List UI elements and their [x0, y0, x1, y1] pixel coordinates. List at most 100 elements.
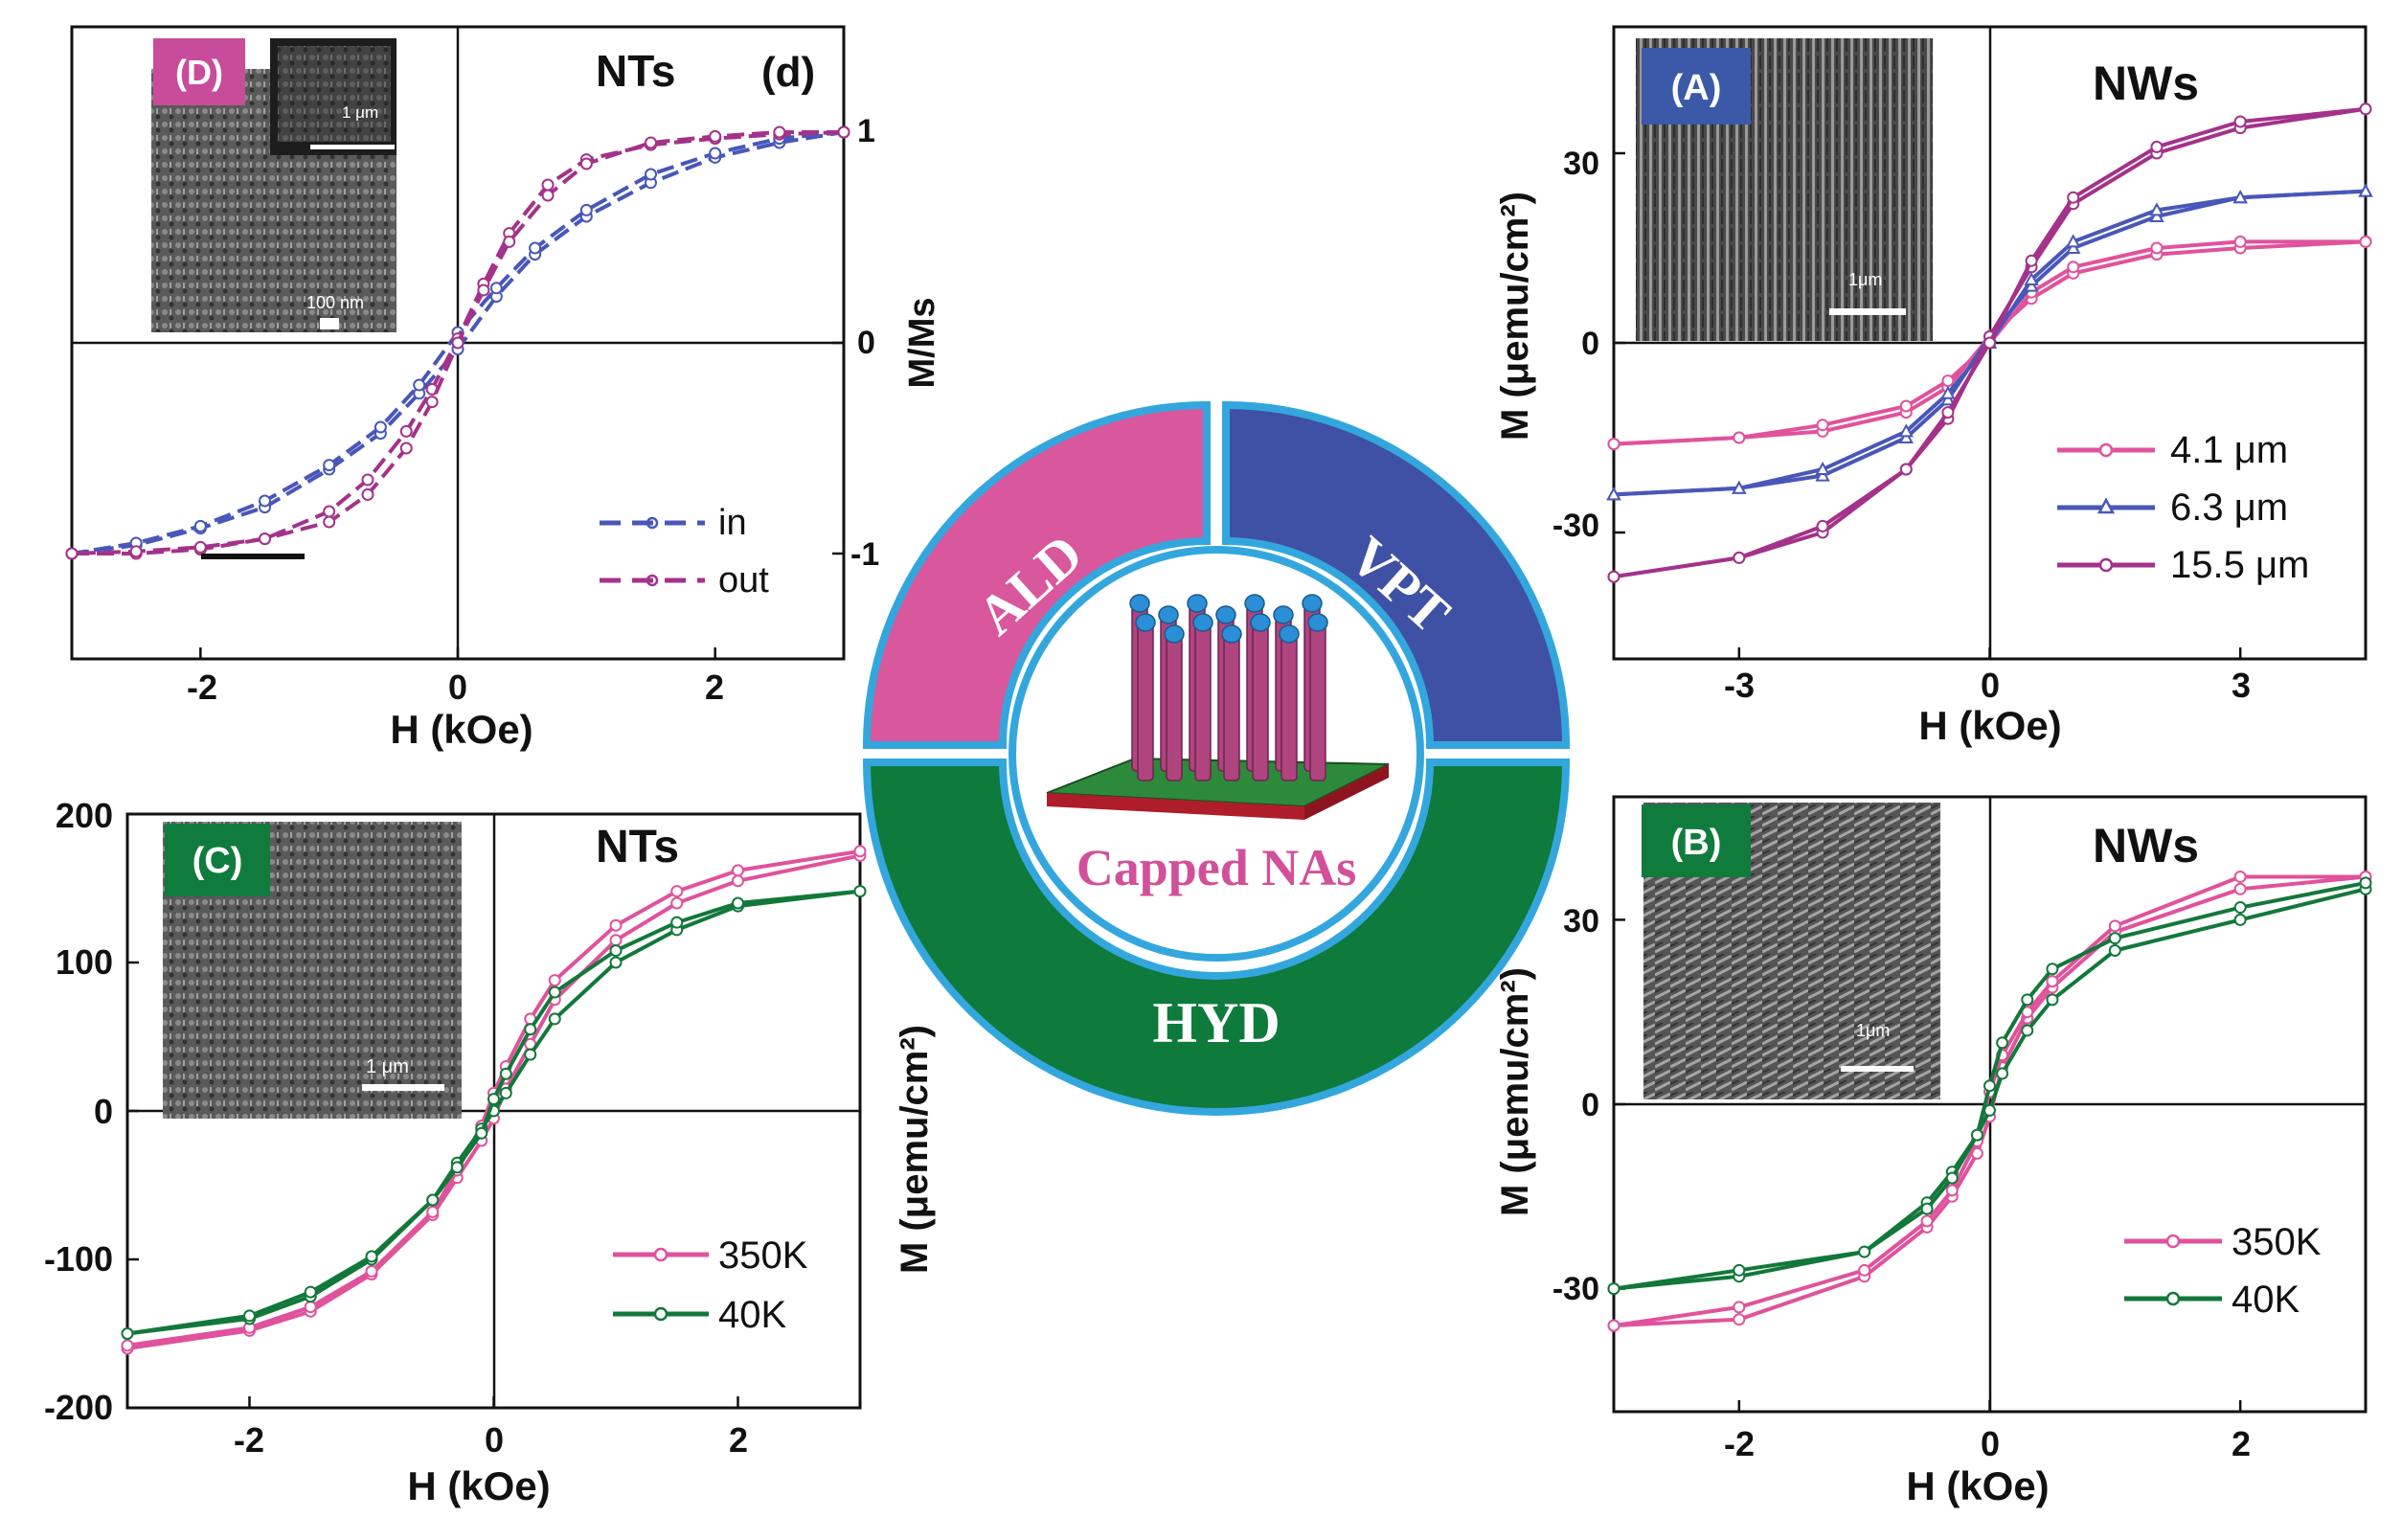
data-point: [121, 1327, 134, 1340]
panel-a-legend-label-155: 15.5 μm: [2170, 544, 2309, 586]
data-point: [1899, 463, 1913, 476]
panel-c-chart: 1 μm (C) NTs 200 100 0 -100 -200 -2 0 2 …: [44, 796, 867, 1508]
data-point: [2066, 239, 2081, 254]
panel-a-legend-marker-63: [2096, 497, 2116, 514]
panel-c-y-axis-label: M (μemu/cm²): [894, 1025, 936, 1274]
panel-b-legend-label-350k: 350K: [2232, 1221, 2322, 1263]
panel-c-tag: (C): [193, 841, 243, 881]
ring-segment-ald: [862, 400, 1211, 749]
panel-a-tag: (A): [1671, 68, 1722, 108]
ring-segment-vpt: [1222, 400, 1571, 749]
panel-a-title: NWs: [2093, 57, 2199, 110]
data-point: [732, 874, 744, 888]
nanorod-cap: [1192, 613, 1213, 632]
data-point: [2067, 260, 2080, 274]
panel-d-y-tick-label-neg1: -1: [850, 536, 879, 573]
nanorod-cap: [1279, 624, 1300, 644]
panel-d-sem-subinset-texture: [278, 46, 391, 142]
data-point: [1733, 1263, 1746, 1277]
nanorod-cap: [1129, 594, 1150, 613]
data-point: [425, 396, 439, 409]
data-point: [129, 545, 143, 558]
data-point: [1858, 1245, 1871, 1258]
panel-b-x-tick-label-0: 0: [1981, 1424, 2000, 1463]
panel-a-x-tick-label-0: 0: [1981, 666, 2000, 705]
data-point: [1607, 1282, 1620, 1296]
panel-b-y-tick-label-0: 0: [1581, 1087, 1599, 1123]
data-point: [2108, 919, 2121, 933]
nanorod-cap: [1302, 594, 1323, 613]
data-point: [1816, 419, 1829, 432]
panel-a-scale-label: 1μm: [1848, 270, 1882, 289]
data-point: [1858, 1263, 1871, 1277]
panel-a-chart: 1μm (A) NWs 30 0 -30 M (μemu/cm²) -3 0 3…: [1494, 25, 2373, 748]
data-point: [2046, 962, 2059, 976]
data-point: [450, 1161, 464, 1174]
data-point: [489, 282, 503, 295]
data-point: [1983, 1079, 1996, 1093]
panel-b-y-axis-label: M (μemu/cm²): [1494, 967, 1536, 1216]
data-point: [2021, 993, 2034, 1007]
data-point: [2025, 254, 2038, 267]
panel-c-ticks: [127, 812, 739, 1410]
nanorod-cap: [1215, 605, 1236, 624]
data-point: [2067, 191, 2080, 204]
panel-b-tag-box: [1642, 804, 1751, 877]
data-point: [1920, 1202, 1934, 1215]
data-point: [399, 424, 413, 438]
data-point: [1733, 1313, 1746, 1326]
nanorod-cap: [1273, 605, 1294, 624]
panel-d-legend-label-out: out: [718, 560, 769, 600]
data-point: [853, 845, 867, 858]
panel-b-x-tick-label-neg2: -2: [1724, 1424, 1755, 1463]
data-point: [503, 235, 516, 248]
panel-d-legend-label-in: in: [718, 503, 747, 543]
panel-b-legend-label-40k: 40K: [2232, 1279, 2300, 1321]
data-point: [645, 136, 657, 149]
panel-b-x-tick-label-2: 2: [2232, 1424, 2251, 1463]
panel-a-scale-bar: [1829, 308, 1906, 315]
data-point: [413, 378, 426, 392]
panel-d-y-axis-label: M/Ms: [902, 298, 942, 389]
data-point: [2359, 876, 2372, 890]
panel-c-title: NTs: [596, 822, 679, 872]
data-point: [609, 944, 623, 958]
synthesis-ring-diagram: ALD VPT HYD Capped NAs: [862, 400, 1571, 1116]
data-point: [499, 1067, 512, 1080]
panel-c-y-tick-label-neg200: -200: [44, 1388, 113, 1427]
data-point: [1733, 431, 1746, 444]
panel-c-scale-label: 1 μm: [366, 1056, 409, 1077]
data-point: [426, 1205, 440, 1218]
panel-d-x-tick-label-2: 2: [705, 668, 724, 707]
panel-d-scale-bar-1: [310, 145, 395, 149]
panel-d-chart: 1 μm 100 nm (D) NTs (d) 1 0 -1 M/Ms -2 0…: [65, 25, 942, 752]
panel-d-sublabel: (d): [761, 49, 815, 96]
panel-b-legend-marker-350k: [2165, 1234, 2181, 1249]
substrate-front: [1047, 793, 1304, 820]
ring-center-disc: [1008, 546, 1424, 962]
nanorod-cap: [1307, 613, 1328, 632]
data-point: [1970, 1128, 1983, 1142]
panel-d-scale-label-1: 1 μm: [342, 103, 378, 122]
panel-d-black-bar: [201, 554, 305, 559]
data-point: [2233, 870, 2247, 883]
panel-d-legend-marker-in: [646, 516, 659, 530]
panel-a-x-tick-label-3: 3: [2232, 666, 2251, 705]
nanorod: [1137, 622, 1154, 781]
nanorod: [1194, 622, 1212, 781]
data-point: [548, 985, 561, 999]
panel-c-x-axis-label: H (kOe): [407, 1463, 550, 1508]
data-point: [1898, 429, 1914, 443]
data-point: [1607, 438, 1620, 451]
data-point: [670, 896, 684, 910]
panel-d-tag-box: [153, 38, 245, 105]
panel-b-chart: 1μm (B) NWs 30 0 -30 M (μemu/cm²) -2 0 2…: [1494, 795, 2372, 1508]
panel-a-plot-area: [1606, 102, 2373, 583]
data-point: [1815, 467, 1830, 482]
data-point: [541, 189, 555, 202]
nanorod: [1309, 622, 1326, 781]
data-point: [365, 1250, 378, 1263]
data-point: [1733, 551, 1746, 564]
data-point: [732, 896, 744, 910]
